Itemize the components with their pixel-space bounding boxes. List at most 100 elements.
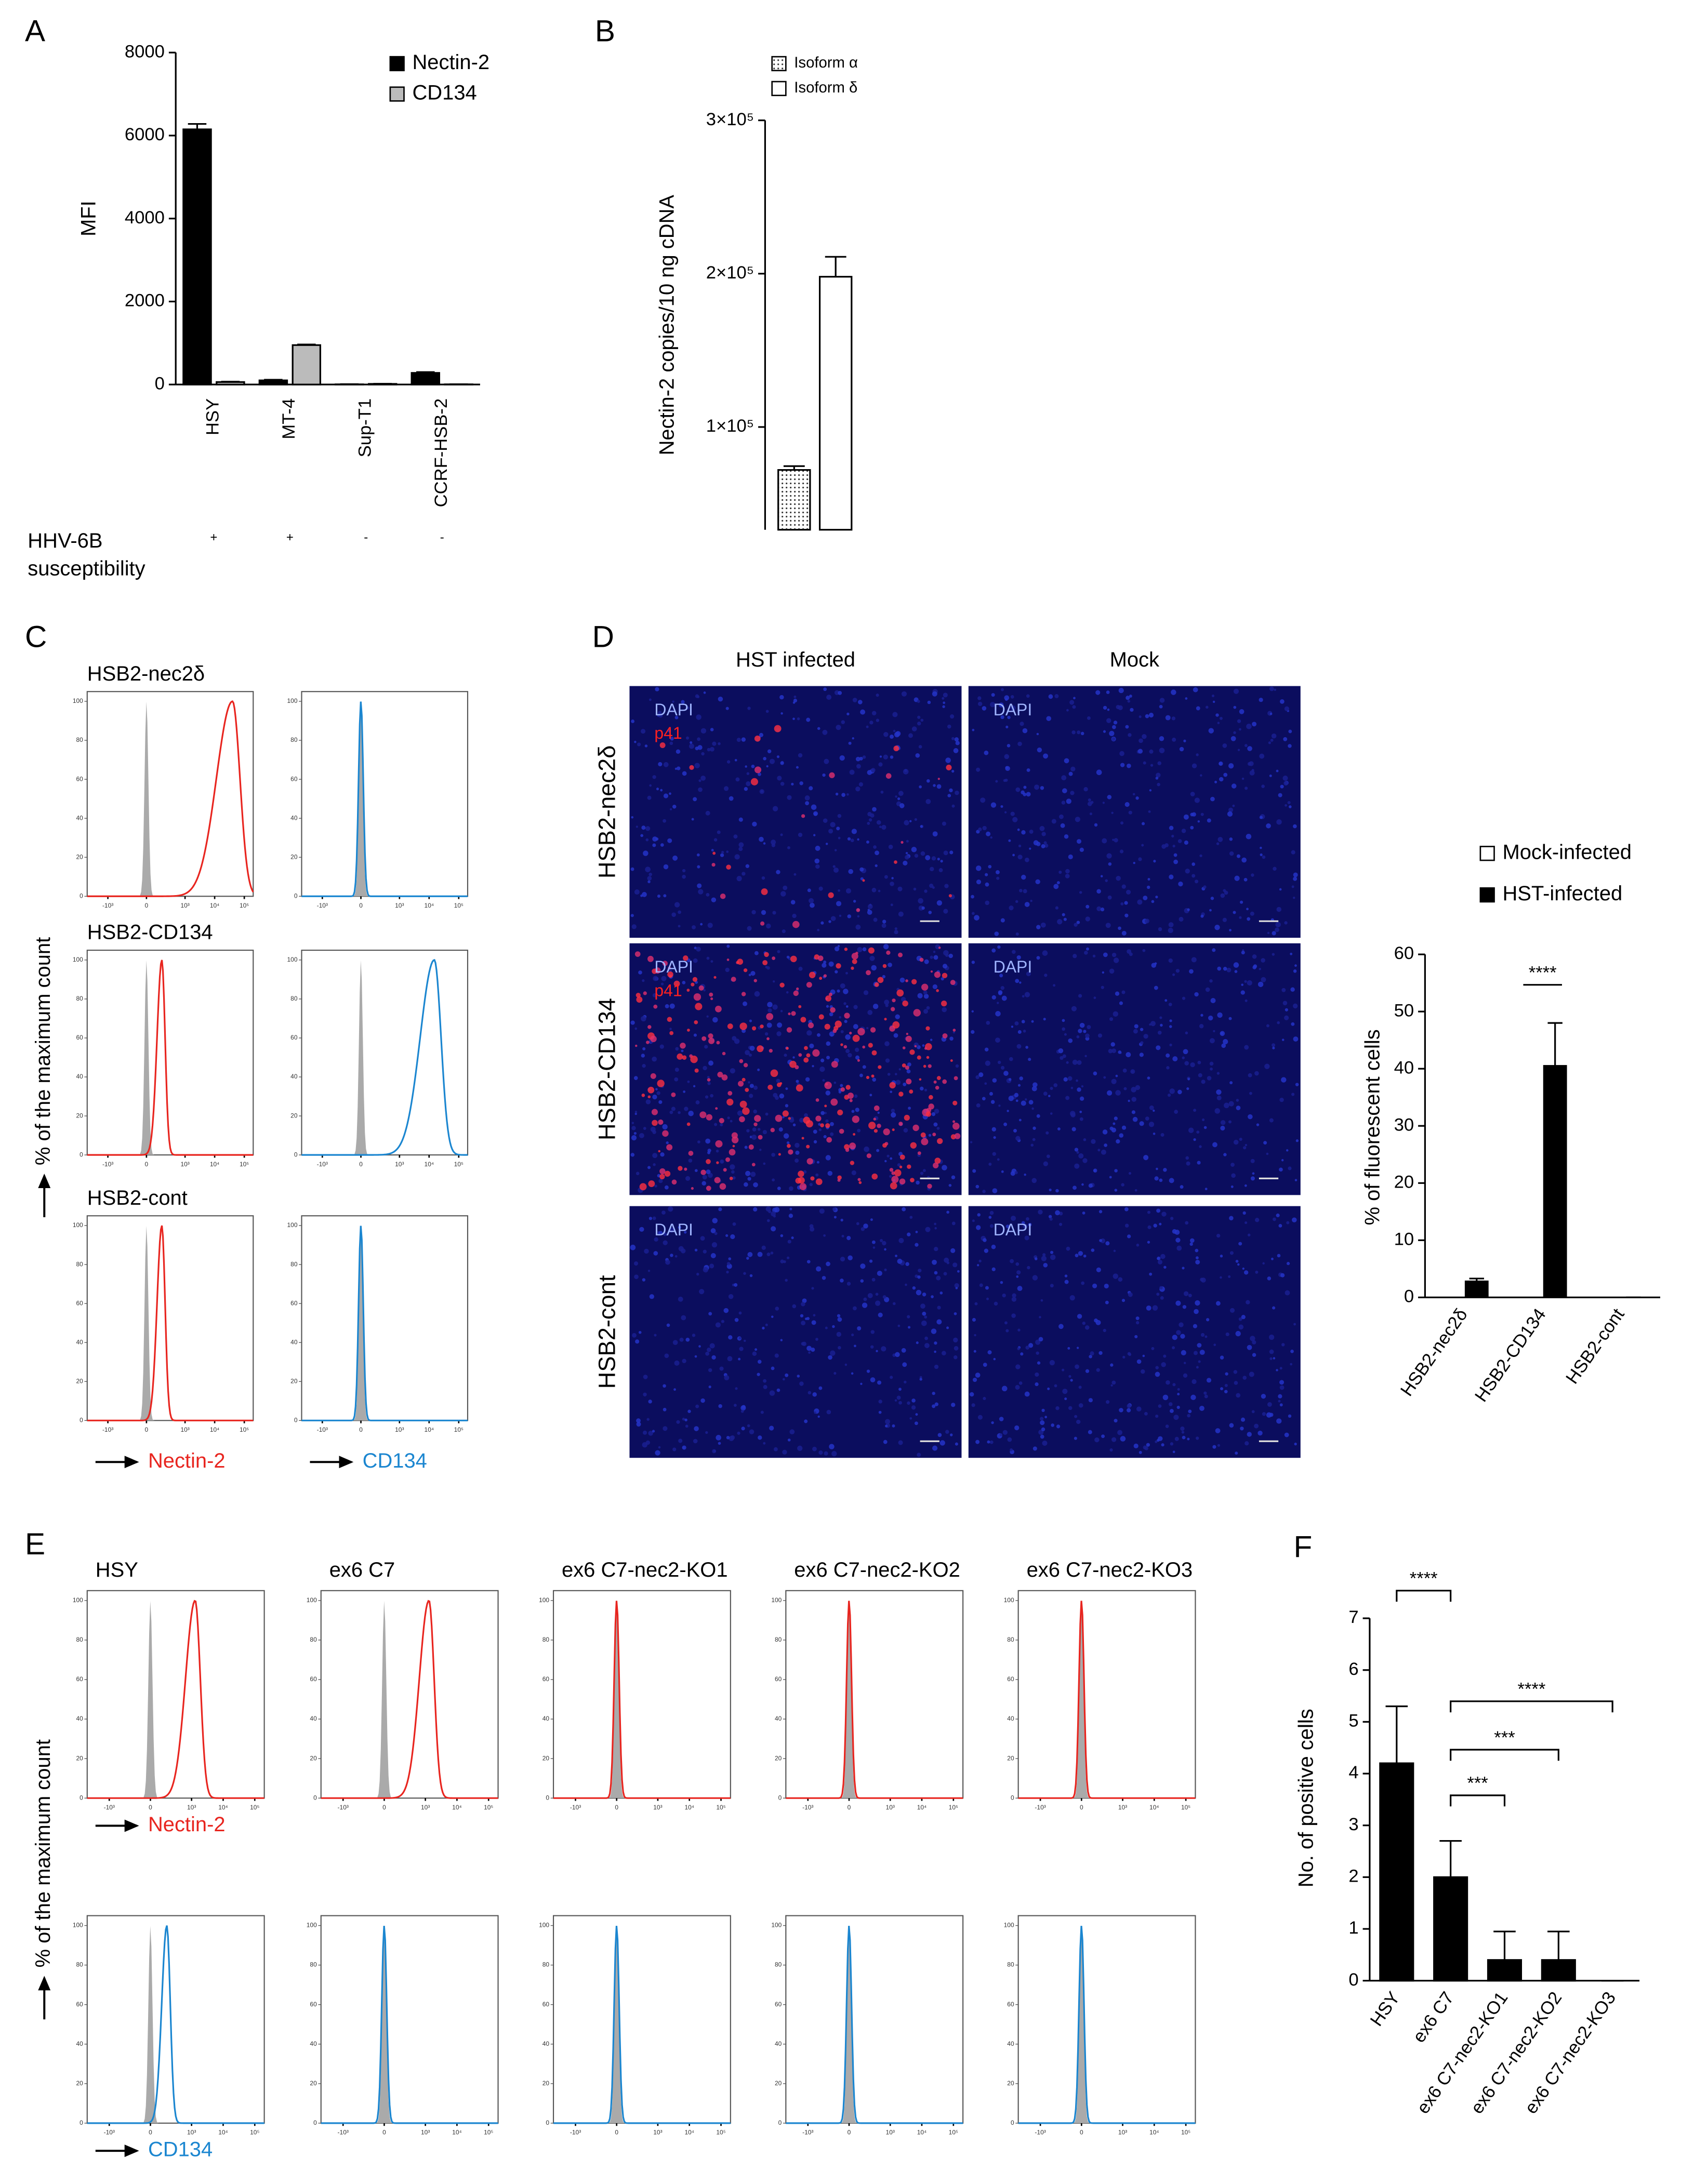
nucleus bbox=[1170, 1217, 1174, 1220]
infected-cell bbox=[772, 956, 776, 960]
x-tick-label: 10³ bbox=[187, 2129, 196, 2136]
nucleus bbox=[1217, 1012, 1223, 1018]
nucleus bbox=[1272, 931, 1276, 936]
nucleus bbox=[1183, 1362, 1186, 1364]
micrograph bbox=[968, 686, 1301, 938]
infected-cell bbox=[917, 1151, 921, 1155]
nucleus bbox=[890, 755, 894, 759]
nucleus bbox=[870, 1218, 873, 1221]
infected-cell bbox=[650, 1035, 657, 1043]
nucleus bbox=[1026, 971, 1031, 977]
infected-cell bbox=[683, 955, 689, 961]
nucleus bbox=[776, 755, 780, 758]
infected-cell bbox=[912, 1124, 919, 1131]
nucleus bbox=[1083, 787, 1088, 792]
nucleus bbox=[658, 762, 663, 767]
nucleus bbox=[638, 1330, 642, 1334]
nucleus bbox=[1031, 1086, 1037, 1091]
nucleus bbox=[931, 856, 936, 861]
infected-cell bbox=[942, 1079, 947, 1084]
nucleus bbox=[649, 784, 652, 787]
micrograph-bg bbox=[629, 686, 962, 938]
nucleus bbox=[839, 755, 845, 761]
nucleus bbox=[1062, 1054, 1066, 1058]
nucleus bbox=[1172, 1383, 1176, 1387]
infected-cell bbox=[693, 993, 701, 1001]
nucleus bbox=[674, 1077, 679, 1082]
nucleus bbox=[780, 761, 784, 765]
infected-cell bbox=[716, 1161, 719, 1164]
nucleus bbox=[1000, 805, 1003, 808]
nucleus bbox=[773, 1215, 776, 1218]
nucleus bbox=[881, 923, 886, 928]
nucleus bbox=[777, 1187, 781, 1190]
nucleus bbox=[675, 1047, 679, 1051]
nucleus bbox=[1127, 1352, 1131, 1355]
nucleus bbox=[837, 1317, 842, 1322]
nucleus bbox=[909, 820, 912, 822]
nucleus bbox=[752, 1351, 757, 1356]
nucleus bbox=[1259, 816, 1263, 819]
nucleus bbox=[986, 1021, 990, 1025]
nucleus bbox=[1159, 1286, 1163, 1289]
nucleus bbox=[824, 1451, 828, 1456]
nucleus bbox=[736, 876, 742, 882]
nucleus bbox=[1103, 1328, 1106, 1333]
infected-cell bbox=[767, 1084, 773, 1090]
infected-cell bbox=[698, 985, 704, 991]
nucleus bbox=[805, 1077, 810, 1082]
nucleus bbox=[1081, 1281, 1085, 1285]
infected-cell bbox=[917, 1055, 921, 1060]
nucleus bbox=[903, 1082, 907, 1086]
nucleus bbox=[1112, 838, 1115, 841]
stain-label: DAPI bbox=[654, 1220, 693, 1239]
nucleus bbox=[643, 1127, 646, 1130]
nucleus bbox=[664, 1353, 669, 1359]
nucleus bbox=[1145, 1116, 1149, 1121]
nucleus bbox=[1163, 1266, 1167, 1269]
nucleus bbox=[682, 874, 686, 879]
nucleus bbox=[771, 1153, 775, 1157]
nucleus bbox=[913, 887, 917, 891]
nucleus bbox=[1091, 1139, 1096, 1144]
nucleus bbox=[681, 1315, 686, 1321]
nucleus bbox=[1281, 1343, 1285, 1347]
nucleus bbox=[922, 1293, 926, 1297]
nucleus bbox=[1201, 1277, 1206, 1283]
nucleus bbox=[840, 1256, 845, 1262]
infected-cell bbox=[739, 1116, 745, 1123]
nucleus bbox=[648, 698, 652, 701]
nucleus bbox=[792, 1304, 797, 1309]
nucleus bbox=[1262, 1262, 1265, 1265]
nucleus bbox=[825, 1119, 829, 1123]
nucleus bbox=[1102, 802, 1105, 804]
nucleus bbox=[1021, 1100, 1026, 1106]
nucleus bbox=[1148, 1122, 1155, 1127]
nucleus bbox=[736, 738, 741, 742]
nucleus bbox=[924, 1336, 928, 1340]
nucleus bbox=[1124, 802, 1130, 807]
nucleus bbox=[848, 1255, 853, 1260]
histogram-frame bbox=[552, 1915, 731, 2124]
sample-histogram bbox=[87, 700, 254, 897]
nucleus bbox=[1272, 1046, 1275, 1049]
nucleus bbox=[934, 1364, 939, 1369]
nucleus bbox=[1220, 1120, 1226, 1125]
nucleus bbox=[1043, 1263, 1048, 1268]
nucleus bbox=[1035, 1382, 1039, 1387]
nucleus bbox=[1174, 1436, 1179, 1441]
infected-cell bbox=[769, 1049, 773, 1053]
nucleus bbox=[891, 1112, 896, 1118]
nucleus bbox=[660, 982, 664, 986]
nucleus bbox=[1286, 1221, 1290, 1224]
nucleus bbox=[700, 728, 707, 734]
nucleus bbox=[1110, 1042, 1115, 1047]
nucleus bbox=[703, 1249, 707, 1254]
nucleus bbox=[652, 993, 657, 997]
infected-cell bbox=[862, 879, 865, 882]
nucleus bbox=[1021, 1020, 1025, 1023]
nucleus bbox=[720, 853, 724, 857]
y-tick-label: 6000 bbox=[125, 125, 165, 144]
nucleus bbox=[1247, 1432, 1252, 1437]
nucleus bbox=[1233, 1139, 1239, 1145]
